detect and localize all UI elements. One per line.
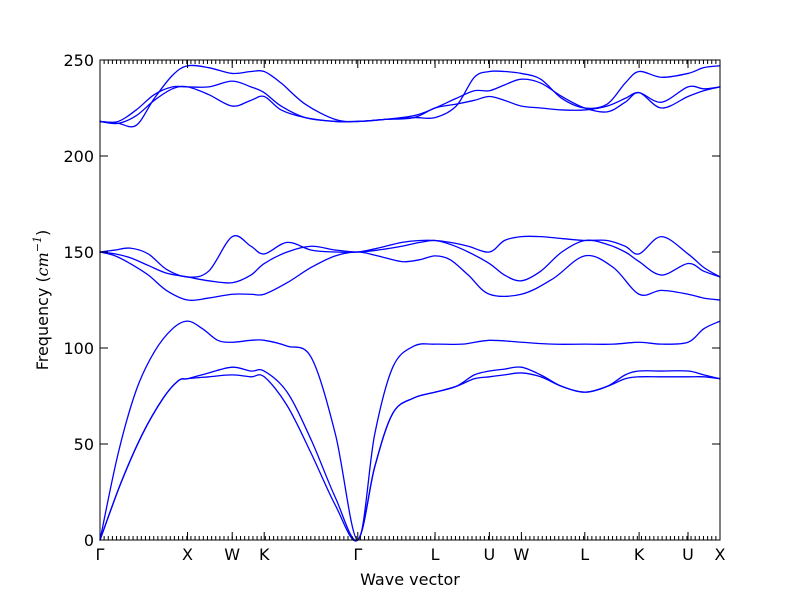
y-tick-label: 150 (63, 243, 94, 262)
x-tick-label: X (182, 545, 193, 564)
x-tick-label: W (513, 545, 529, 564)
axis-ticks (99, 59, 721, 541)
phonon-branch-3 (99, 320, 721, 541)
phonon-branch-5 (99, 239, 721, 284)
x-tick-label: K (259, 545, 270, 564)
y-tick-label: 250 (63, 51, 94, 70)
phonon-branch-8 (99, 78, 721, 125)
x-tick-label: K (634, 545, 645, 564)
phonon-branch-9 (99, 64, 721, 128)
x-tick-label: Γ (96, 545, 105, 564)
y-axis-title-text: Frequency ( (33, 276, 52, 370)
x-tick-label: U (682, 545, 694, 564)
x-tick-label: Γ (353, 545, 362, 564)
phonon-branch-1 (99, 372, 721, 542)
x-tick-label: X (715, 545, 726, 564)
y-tick-label: 0 (84, 531, 94, 550)
y-tick-label: 200 (63, 147, 94, 166)
y-tick-label: 100 (63, 339, 94, 358)
series-lines (99, 64, 721, 542)
phonon-branch-2 (99, 366, 721, 541)
x-tick-label: L (580, 545, 589, 564)
phonon-branch-6 (99, 235, 721, 278)
x-axis-title: Wave vector (360, 570, 460, 589)
y-axis-title: Frequency (cm−1) (31, 230, 52, 371)
y-tick-label: 50 (74, 435, 94, 454)
y-axis-title-exponent: −1 (31, 236, 44, 252)
y-axis-title-close: ) (33, 230, 52, 236)
x-tick-label: L (431, 545, 440, 564)
y-axis-title-unit: cm (33, 252, 52, 276)
x-tick-label: W (224, 545, 240, 564)
x-tick-label: U (484, 545, 496, 564)
phonon-branch-4 (99, 251, 721, 302)
